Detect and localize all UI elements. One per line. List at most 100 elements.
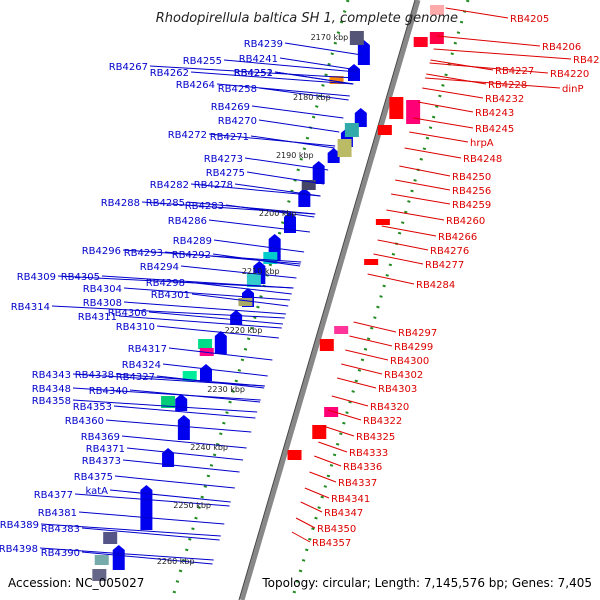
gene-label-forward: RB4369	[81, 432, 120, 443]
gene-label-forward: RB4262	[150, 68, 189, 79]
gene-label-forward: RB4293	[124, 248, 163, 259]
leader-line	[180, 265, 297, 279]
gene-label-reverse: RB4250	[452, 172, 491, 183]
gene-label-forward: RB4383	[41, 524, 80, 535]
gene-label-forward: RB4304	[83, 284, 122, 295]
gene-label-reverse: RB4210	[573, 55, 600, 66]
forward-gene-12	[214, 331, 227, 354]
tick-label: 2240 kbp	[190, 443, 228, 452]
gene-label-reverse: RB4284	[416, 280, 455, 291]
gene-label-forward: RB4310	[116, 322, 155, 333]
gene-label-reverse: RB4206	[542, 42, 581, 53]
leader-line	[51, 305, 285, 319]
leader-line	[40, 523, 221, 537]
leader-line	[208, 133, 336, 147]
leader-line	[409, 131, 469, 143]
leader-line	[162, 363, 268, 377]
leader-line	[213, 239, 305, 253]
leader-line	[274, 71, 354, 85]
gene-label-forward: RB4381	[38, 508, 77, 519]
reverse-gene-1	[429, 32, 444, 44]
gene-label-forward: RB4309	[17, 272, 56, 283]
leader-line	[72, 387, 261, 401]
leader-line	[404, 147, 462, 159]
tick-label: 2260 kbp	[157, 557, 195, 566]
leader-line	[190, 71, 354, 85]
gene-label-forward: RB4371	[86, 444, 125, 455]
leader-line	[391, 193, 451, 205]
tick-label: 2230 kbp	[207, 385, 245, 394]
gene-label-reverse: RB4220	[550, 69, 589, 80]
gene-label-reverse: RB4341	[331, 494, 370, 505]
gene-label-reverse: RB4276	[430, 246, 469, 257]
gene-label-forward: RB4327	[116, 372, 155, 383]
gene-label-forward: RB4324	[122, 360, 161, 371]
leader-line	[149, 65, 356, 79]
leader-line	[422, 87, 484, 99]
gene-box-10	[182, 371, 197, 381]
gene-box-14	[92, 569, 107, 581]
gene-label-forward: RB4377	[34, 490, 73, 501]
strand-dots	[170, 0, 470, 600]
leader-line	[331, 395, 369, 407]
gene-label-forward: RB4288	[101, 198, 140, 209]
leader-line	[429, 62, 549, 74]
leader-line	[212, 253, 301, 267]
leader-line	[341, 363, 383, 375]
gene-label-forward: RB4306	[108, 308, 147, 319]
leader-line	[113, 405, 256, 419]
leader-line	[78, 511, 225, 525]
forward-gene-6	[298, 188, 311, 207]
leader-line	[225, 204, 315, 218]
leader-line	[291, 531, 311, 543]
gene-label-forward: RB4296	[82, 246, 121, 257]
leader-line	[126, 447, 244, 461]
reverse-gene-labels: RB4205 RB4206 RB4210 RB4227 RB4220 RB4228 dinP…	[312, 14, 600, 549]
gene-label-reverse: RB4347	[324, 508, 363, 519]
leader-line	[216, 83, 350, 97]
gene-label-reverse: RB4245	[475, 124, 514, 135]
reverse-gene-12	[287, 450, 302, 460]
gene-label-forward: RB4294	[140, 262, 179, 273]
forward-gene-14	[175, 394, 188, 411]
leader-line	[186, 281, 292, 295]
leader-line	[381, 225, 437, 237]
leader-line	[258, 87, 349, 101]
genome-title: Rhodopirellula baltica SH 1, complete ge…	[156, 11, 458, 26]
tick-label: 2170 kbp	[311, 33, 349, 42]
leader-line	[314, 455, 342, 467]
gene-box-13	[94, 555, 109, 565]
leader-line	[122, 459, 240, 473]
gene-label-forward: RB4258	[218, 84, 257, 95]
gene-label-forward: RB4343	[32, 370, 71, 381]
leader-line	[425, 77, 561, 89]
gene-label-forward: RB4272	[168, 130, 207, 141]
gene-box-6	[246, 273, 261, 287]
gene-label-reverse: RB4325	[356, 432, 395, 443]
leader-line	[300, 501, 323, 513]
gene-label-reverse: RB4336	[343, 462, 382, 473]
gene-label-forward: RB4241	[239, 54, 278, 65]
leader-line	[309, 471, 337, 483]
gene-label-forward: RB4267	[109, 62, 148, 73]
gene-box-2	[344, 123, 359, 137]
leader-line	[223, 59, 357, 73]
gene-box-1	[329, 76, 344, 84]
leader-line	[345, 349, 389, 361]
gene-label-reverse: RB4297	[398, 328, 437, 339]
gene-label-reverse: RB4227	[495, 66, 534, 77]
leader-line	[251, 105, 344, 119]
reverse-gene-9	[319, 339, 334, 351]
forward-gene-5	[312, 161, 325, 184]
gene-box-12	[103, 532, 118, 544]
gene-features	[92, 5, 445, 581]
gene-box-4	[301, 180, 316, 190]
reverse-gene-7	[364, 259, 379, 265]
forward-gene-7	[284, 212, 296, 233]
gene-label-forward: RB4292	[172, 250, 211, 261]
reverse-gene-2	[413, 37, 428, 47]
leader-line	[105, 419, 252, 433]
leader-line	[353, 321, 397, 333]
leader-line	[322, 425, 355, 437]
forward-gene-18	[112, 545, 125, 570]
